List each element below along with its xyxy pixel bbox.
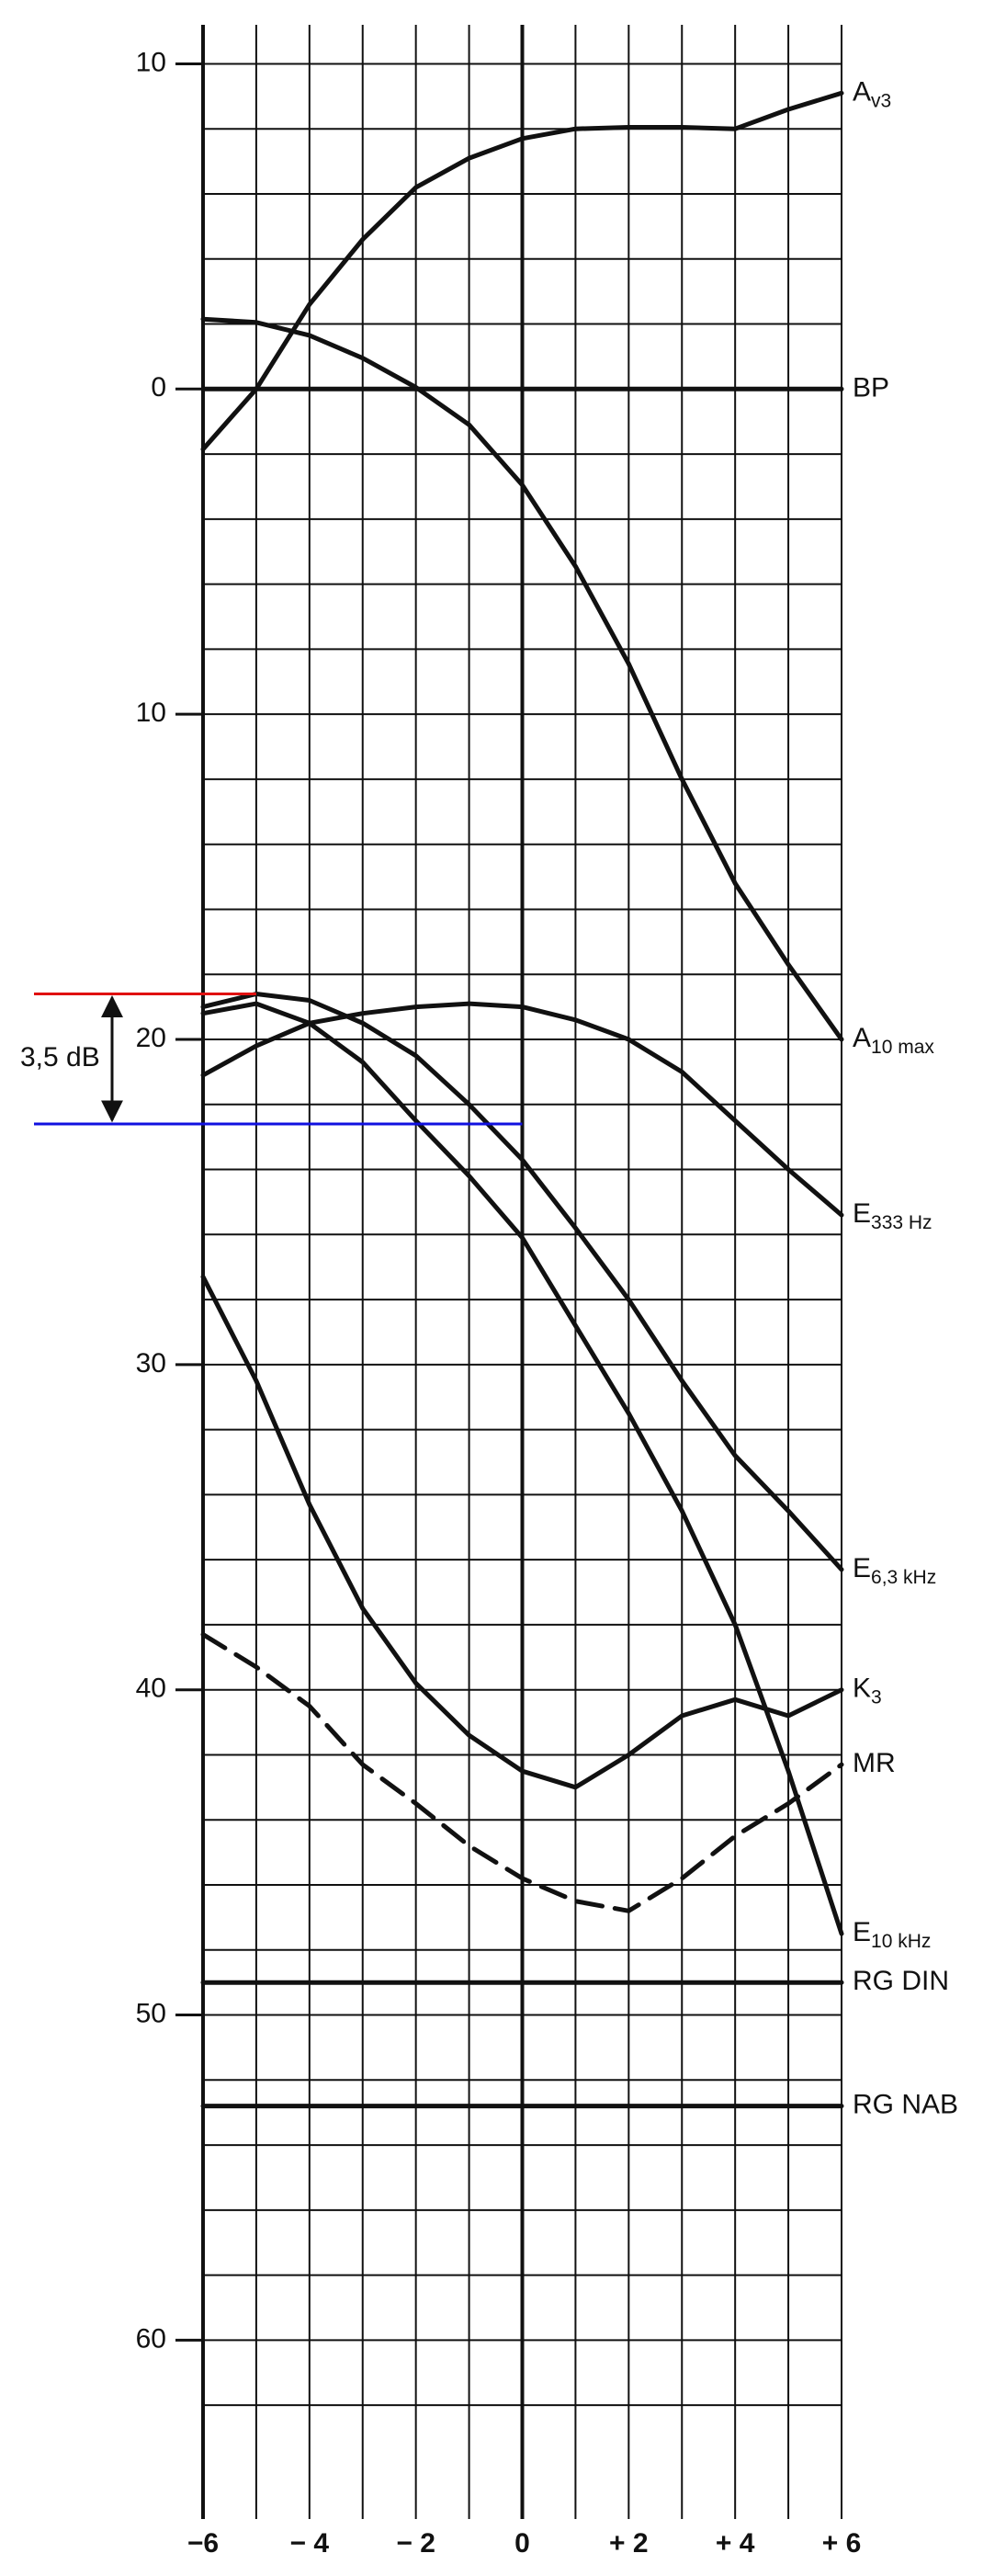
series-label: BP: [853, 372, 889, 403]
series-name: RG NAB: [853, 2090, 958, 2120]
series-sub: 6,3 kHz: [871, 1566, 936, 1587]
series-label: Av3: [853, 76, 891, 111]
series-name: MR: [853, 1748, 896, 1778]
series-name: E: [853, 1553, 871, 1583]
series-name: BP: [853, 372, 889, 403]
series-name: RG DIN: [853, 1966, 949, 1996]
series-label: RG NAB: [853, 2090, 958, 2120]
series-name: K: [853, 1674, 871, 1704]
series-line: [200, 1001, 844, 1936]
series-line: [200, 316, 844, 1042]
series-sub: 10 kHz: [871, 1931, 931, 1952]
x-tick-label: 0: [514, 2528, 530, 2559]
series-name: E: [853, 1198, 871, 1229]
y-tick-label: 40: [136, 1674, 166, 1704]
series-label: RG DIN: [853, 1966, 949, 1996]
x-tick-label: + 2: [609, 2528, 649, 2559]
series-label: E333 Hz: [853, 1198, 933, 1233]
series-name: A: [853, 76, 871, 107]
series-sub: 3: [871, 1686, 882, 1708]
series-sub: 333 Hz: [871, 1212, 933, 1233]
y-tick-label: 10: [136, 698, 166, 728]
x-tick-label: −6: [187, 2528, 219, 2559]
y-tick-label: 30: [136, 1348, 166, 1379]
series-name: A: [853, 1023, 871, 1053]
y-tick-label: 10: [136, 47, 166, 77]
series-label: E6,3 kHz: [853, 1553, 936, 1588]
series-label: MR: [853, 1748, 896, 1778]
series-line: [200, 1274, 844, 1790]
x-tick-label: − 4: [290, 2528, 330, 2559]
annotation-label: 3,5 dB: [20, 1042, 100, 1072]
series-label: E10 kHz: [853, 1917, 931, 1952]
y-tick-label: 60: [136, 2323, 166, 2354]
series-label: K3: [853, 1674, 882, 1708]
series-line: [200, 992, 844, 1572]
series-name: E: [853, 1917, 871, 1947]
series-line: [200, 1632, 844, 1913]
y-tick-label: 20: [136, 1023, 166, 1053]
y-tick-label: 50: [136, 1998, 166, 2028]
series-line: [200, 90, 844, 452]
x-tick-label: + 6: [822, 2528, 862, 2559]
series-label: A10 max: [853, 1023, 934, 1058]
x-tick-label: − 2: [396, 2528, 435, 2559]
x-tick-label: + 4: [716, 2528, 755, 2559]
series-sub: v3: [871, 90, 891, 111]
y-tick-label: 0: [151, 372, 166, 403]
series-sub: 10 max: [871, 1037, 934, 1058]
